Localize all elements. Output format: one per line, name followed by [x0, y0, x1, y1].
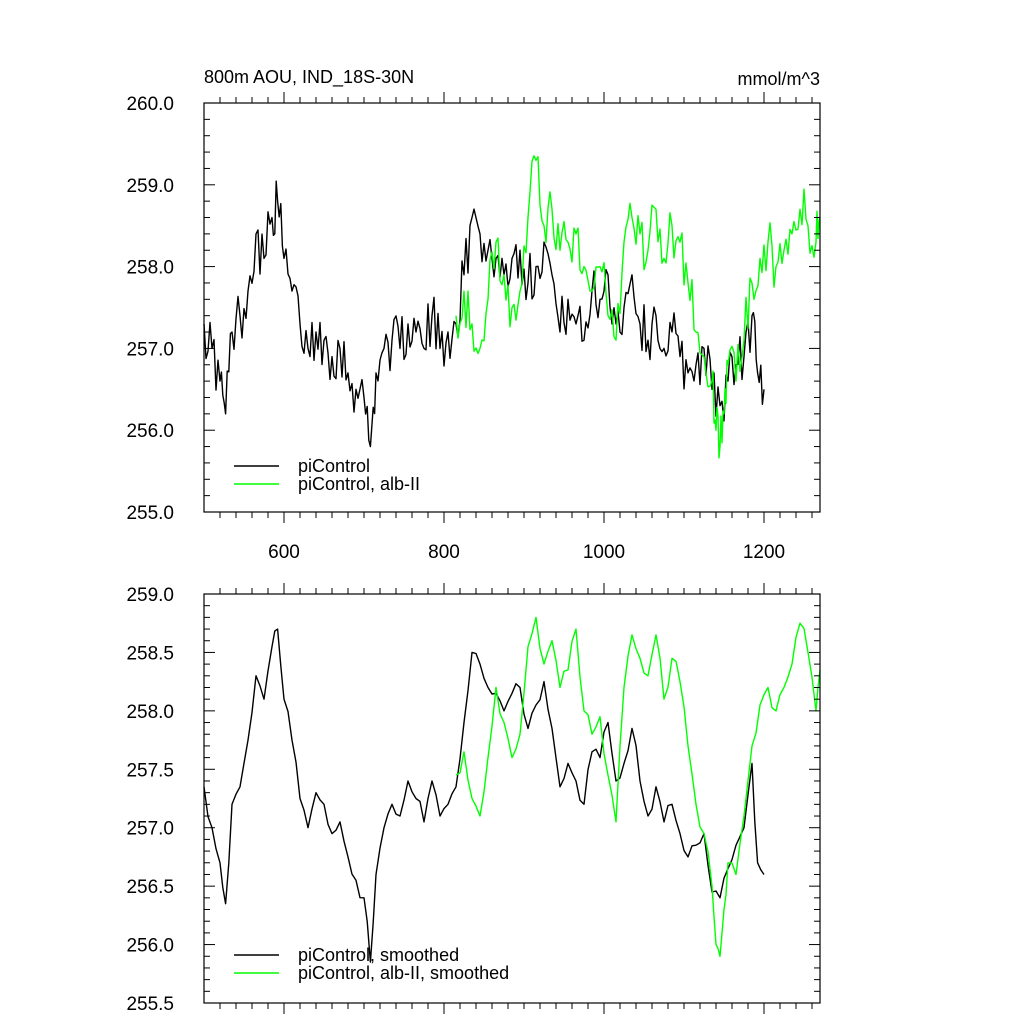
- x-tick-label: 1200: [743, 542, 785, 563]
- top-x-axis: 600 800 1000 1200: [219, 92, 813, 563]
- y-tick-label: 259.0: [126, 176, 174, 197]
- top-y-axis: 255.0 256.0 257.0 258.0 259.0 260.0: [126, 94, 820, 524]
- x-tick-label: 600: [268, 542, 300, 563]
- series-line-2: [455, 616, 821, 957]
- y-tick-label: 258.5: [126, 643, 174, 664]
- bottom-x-axis: [219, 583, 813, 1014]
- y-tick-label: 257.0: [126, 339, 174, 360]
- bottom-chart-panel: 255.5 256.0 256.5 257.0 257.5 258.0 258.5 259.0…: [126, 583, 821, 1015]
- bottom-plot-frame: [203, 593, 821, 1004]
- y-tick-label: 260.0: [126, 94, 174, 115]
- y-tick-label: 257.5: [126, 760, 174, 781]
- top-series-layer: [203, 155, 821, 459]
- legend-label: piControl, smoothed: [298, 945, 459, 965]
- y-tick-label: 255.0: [126, 503, 174, 524]
- y-tick-label: 258.0: [126, 702, 174, 723]
- x-tick-label: 1000: [583, 542, 625, 563]
- y-tick-label: 257.0: [126, 819, 174, 840]
- top-chart-units: mmol/m^3: [738, 69, 820, 89]
- series-line-2: [455, 155, 821, 459]
- top-chart-panel: 800m AOU, IND_18S-30N mmol/m^3 255.0 256.…: [126, 67, 821, 563]
- series-line-1: [203, 180, 765, 448]
- x-tick-label: 800: [428, 542, 460, 563]
- y-tick-label: 256.0: [126, 421, 174, 442]
- legend-label: piControl, alb-II, smoothed: [298, 963, 509, 983]
- y-tick-label: 256.0: [126, 936, 174, 957]
- top-chart-title: 800m AOU, IND_18S-30N: [204, 67, 414, 88]
- series-line-1: [203, 628, 765, 963]
- y-tick-label: 255.5: [126, 994, 174, 1015]
- top-plot-frame: [203, 102, 821, 513]
- bottom-y-axis: 255.5 256.0 256.5 257.0 257.5 258.0 258.5 259.0: [126, 585, 820, 1015]
- y-tick-label: 256.5: [126, 877, 174, 898]
- y-tick-label: 258.0: [126, 258, 174, 279]
- y-tick-label: 259.0: [126, 585, 174, 606]
- legend-label: piControl: [298, 456, 370, 476]
- legend-label: piControl, alb-II: [298, 474, 420, 494]
- bottom-series-layer: [203, 616, 821, 963]
